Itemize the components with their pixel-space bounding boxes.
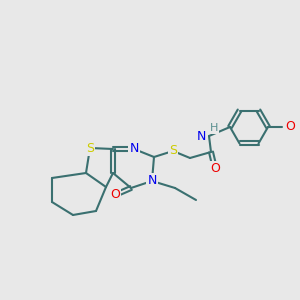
Text: N: N	[129, 142, 139, 155]
Text: O: O	[210, 163, 220, 176]
Text: N: N	[196, 130, 206, 142]
Text: O: O	[285, 121, 295, 134]
Text: S: S	[86, 142, 94, 154]
Text: H: H	[210, 123, 218, 133]
Text: O: O	[110, 188, 120, 202]
Text: N: N	[147, 175, 157, 188]
Text: S: S	[169, 145, 177, 158]
